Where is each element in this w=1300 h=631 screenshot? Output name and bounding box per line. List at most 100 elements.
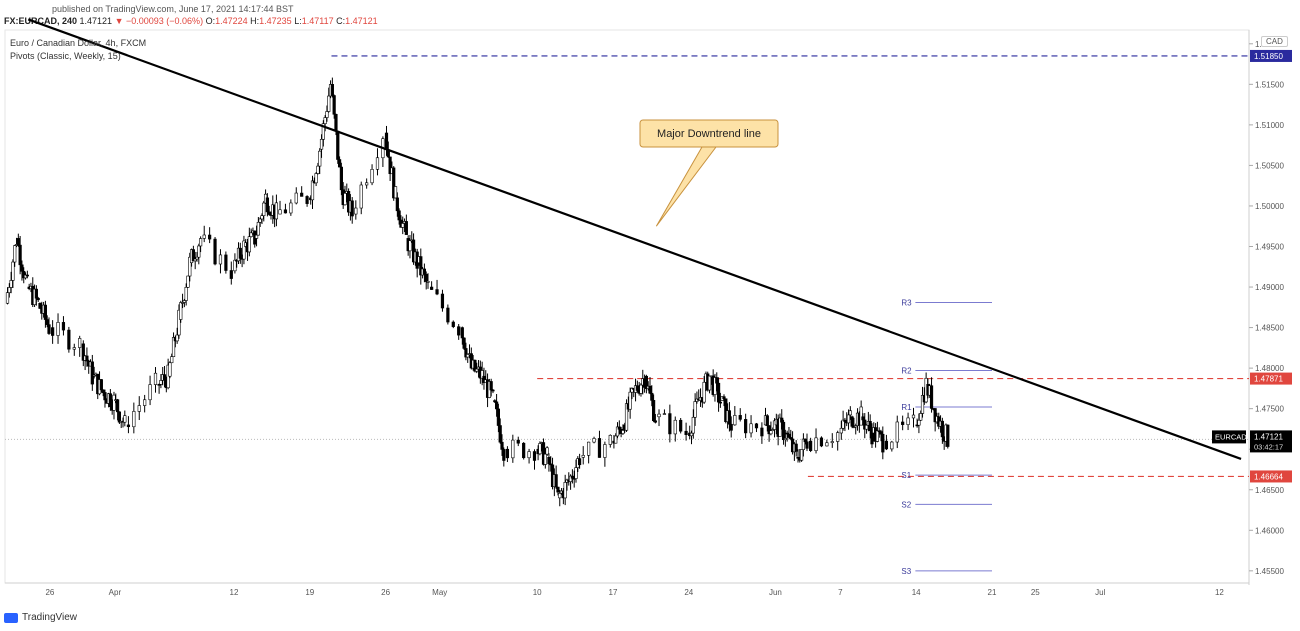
candle-body <box>744 419 748 434</box>
candle-body <box>460 327 464 339</box>
candle-body <box>283 209 288 214</box>
candle-body <box>859 406 863 426</box>
candle-body <box>480 370 484 379</box>
candle-body <box>884 440 889 450</box>
y-tick-label: 1.48000 <box>1255 364 1284 373</box>
candle-body <box>419 256 423 276</box>
candle-body <box>395 197 399 212</box>
candle-body <box>787 433 791 438</box>
candle-body <box>801 438 806 450</box>
candle-body <box>715 377 719 384</box>
currency-badge[interactable]: CAD <box>1261 36 1288 47</box>
current-price-box <box>1250 430 1292 453</box>
tradingview-logo[interactable]: TradingView <box>4 612 77 623</box>
candle-body <box>754 423 759 429</box>
candle-body <box>608 434 612 445</box>
candle-body <box>260 215 264 220</box>
plot-area <box>4 29 1250 584</box>
candle-body <box>836 432 840 442</box>
candle-body <box>305 196 309 204</box>
candle-body <box>940 420 944 438</box>
candle-body <box>126 424 131 428</box>
candle-body <box>568 475 573 482</box>
downtrend-line[interactable] <box>27 18 1242 460</box>
candle-body <box>36 297 40 301</box>
candle-body <box>592 438 596 443</box>
candle-body <box>614 435 618 444</box>
open-label: O: <box>205 16 216 26</box>
candle-body <box>43 304 48 320</box>
candle-body <box>195 256 199 260</box>
candle-body <box>117 411 121 423</box>
candle-body <box>863 419 867 430</box>
candle-body <box>532 451 537 461</box>
candle-body <box>785 432 789 435</box>
candle-body <box>733 415 737 426</box>
candle-body <box>451 321 455 327</box>
current-price-label: 1.47121 <box>1254 432 1283 441</box>
candle-body <box>265 197 269 213</box>
candle-body <box>171 337 176 357</box>
candle-body <box>238 247 242 259</box>
candle-body <box>310 180 315 201</box>
level-label: 1.47871 <box>1254 375 1283 384</box>
candle-body <box>229 270 233 279</box>
candle-body <box>895 421 899 443</box>
candle-body <box>262 202 266 216</box>
candle-body <box>242 240 246 260</box>
candle-body <box>112 394 116 411</box>
candle-body <box>318 150 322 167</box>
high-value: 1.47235 <box>259 16 292 26</box>
candle-body <box>457 326 461 336</box>
candle-body <box>123 415 127 423</box>
candle-body <box>103 392 107 401</box>
candle-body <box>615 426 620 437</box>
candle-body <box>780 417 784 423</box>
candle-body <box>727 410 732 425</box>
callout-box[interactable] <box>639 119 779 148</box>
y-tick-label: 1.50000 <box>1255 202 1284 211</box>
candle-body <box>839 427 843 434</box>
candle-body <box>208 234 212 240</box>
candle-body <box>330 84 334 96</box>
candle-body <box>574 467 578 479</box>
candle-body <box>771 429 775 432</box>
candle-body <box>624 403 629 431</box>
pivot-label: S3 <box>901 567 911 576</box>
candle-body <box>153 372 158 385</box>
candle-body <box>85 355 89 362</box>
candle-body <box>652 400 656 422</box>
candle-body <box>101 389 105 394</box>
candle-body <box>254 234 259 239</box>
candle-body <box>691 416 695 434</box>
candle-body <box>256 221 260 236</box>
candle-body <box>47 324 51 334</box>
countdown-label: 03:42:17 <box>1254 442 1283 451</box>
candle-body <box>875 430 879 442</box>
candle-body <box>350 200 354 217</box>
candle-body <box>799 449 804 461</box>
y-tick-label: 1.49500 <box>1255 242 1284 251</box>
candle-body <box>809 440 813 451</box>
candle-body <box>72 347 76 350</box>
candle-body <box>841 419 845 429</box>
candle-body <box>496 408 500 426</box>
candle-body <box>489 381 493 391</box>
candle-body <box>760 427 764 437</box>
candle-body <box>7 287 11 293</box>
candle-body <box>783 438 787 441</box>
candle-body <box>325 111 329 118</box>
pivot-label: S2 <box>901 500 911 509</box>
candle-body <box>868 421 872 432</box>
candle-body <box>108 393 112 408</box>
x-tick-label: 26 <box>381 588 390 597</box>
candle-body <box>23 274 28 279</box>
level-label-box <box>1250 470 1292 483</box>
x-tick-label: 14 <box>912 588 921 597</box>
candle-body <box>397 210 401 221</box>
candle-body <box>650 392 654 401</box>
candle-body <box>933 408 937 423</box>
candle-body <box>321 123 325 140</box>
candle-body <box>819 437 824 447</box>
